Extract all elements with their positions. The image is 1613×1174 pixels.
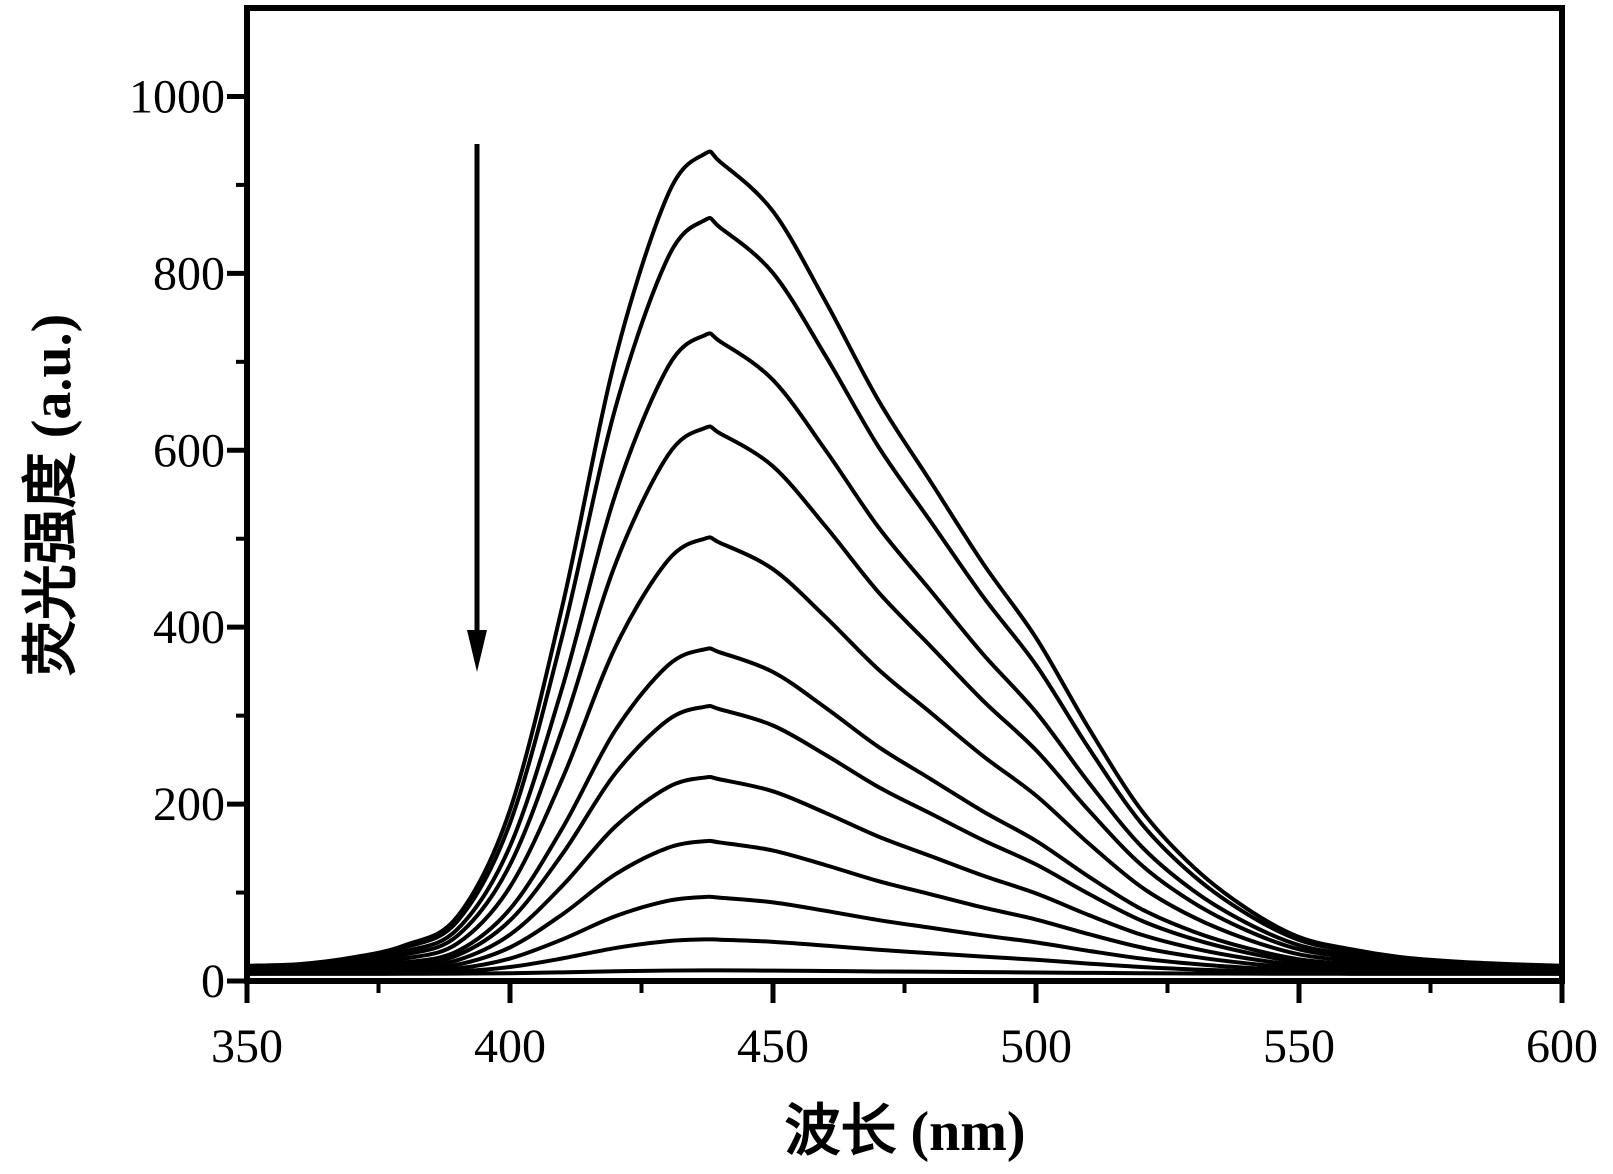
y-axis-title: 荧光强度 (a.u.) bbox=[21, 314, 83, 676]
series-line-3 bbox=[246, 331, 1563, 970]
x-tick-label: 600 bbox=[1526, 1020, 1598, 1073]
series-line-7 bbox=[246, 704, 1563, 974]
plot-frame bbox=[244, 5, 1565, 984]
trend-arrow bbox=[467, 144, 487, 672]
ticks-group: 350 400 450 500 550 600 0 200 400 600 800 1000 bbox=[129, 70, 1598, 1073]
x-tick-label: 450 bbox=[737, 1020, 809, 1073]
x-axis-title: 波长 (nm) bbox=[784, 1101, 1025, 1163]
y-tick-label: 400 bbox=[153, 601, 225, 654]
x-tick-label: 500 bbox=[1000, 1020, 1072, 1073]
series-line-2 bbox=[246, 216, 1563, 969]
y-tick-label: 200 bbox=[153, 778, 225, 831]
y-tick-label: 0 bbox=[201, 955, 225, 1008]
y-tick-label: 600 bbox=[153, 424, 225, 477]
x-tick-label: 350 bbox=[211, 1020, 283, 1073]
x-tick-label: 550 bbox=[1263, 1020, 1335, 1073]
arrow-head-icon bbox=[467, 630, 487, 672]
y-tick-label: 1000 bbox=[129, 70, 225, 123]
series-line-4 bbox=[246, 424, 1563, 971]
series-line-12 bbox=[246, 968, 1563, 976]
series-group bbox=[246, 149, 1563, 976]
series-line-6 bbox=[246, 646, 1563, 973]
x-tick-label: 400 bbox=[474, 1020, 546, 1073]
series-line-1 bbox=[246, 149, 1563, 968]
y-tick-label: 800 bbox=[153, 247, 225, 300]
series-line-5 bbox=[246, 535, 1563, 972]
series-line-8 bbox=[246, 774, 1563, 974]
